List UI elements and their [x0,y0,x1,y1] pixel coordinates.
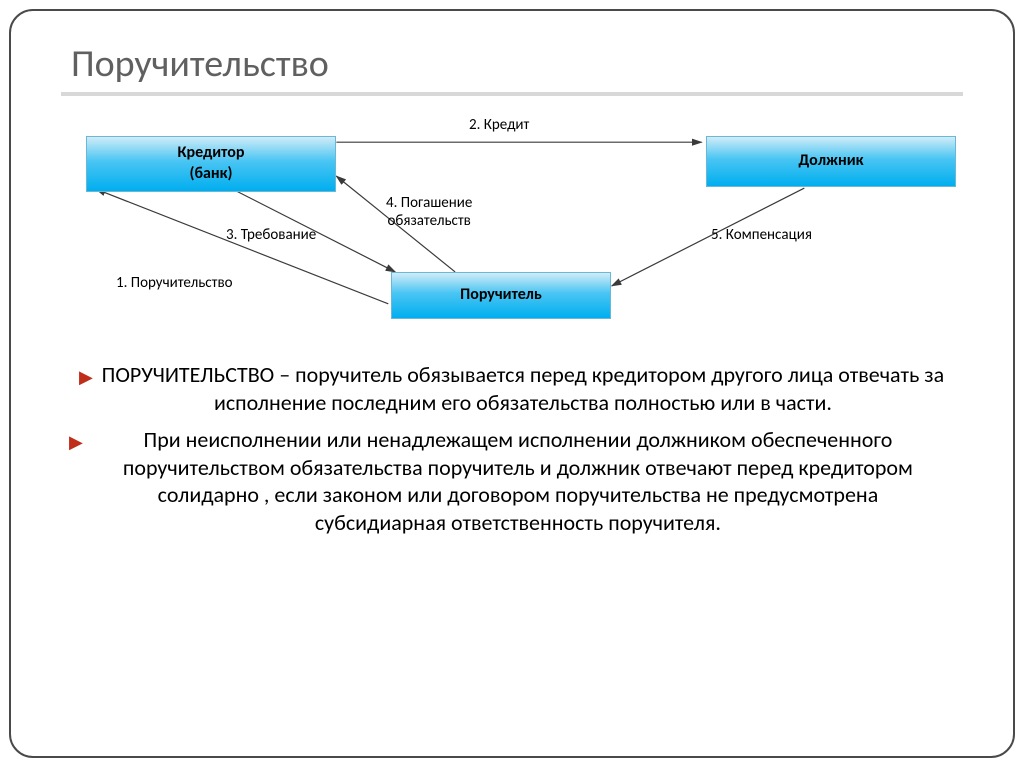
edge-label-3: 3. Требование [226,226,316,244]
title-underline [61,92,963,96]
node-debtor-label: Должник [798,151,863,170]
node-debtor: Должник [706,136,956,187]
flow-diagram: Кредитор(банк) Должник Поручитель 1. Пор… [61,114,963,349]
edge-label-5: 5. Компенсация [711,226,812,244]
edge-label-2: 2. Кредит [469,116,529,134]
bullet-list: ▶ ПОРУЧИТЕЛЬСТВО – поручитель обязываетс… [61,361,963,536]
node-creditor-label: Кредитор(банк) [178,143,245,183]
bullet-marker-icon: ▶ [79,366,93,388]
node-guarantor: Поручитель [391,272,611,319]
bullet-item: ▶ При неисполнении или ненадлежащем испо… [79,426,945,536]
bullet-item: ▶ ПОРУЧИТЕЛЬСТВО – поручитель обязываетс… [79,361,945,416]
bullet-marker-icon: ▶ [69,431,83,453]
edge-label-4: 4. Погашениеобязательств [386,194,472,230]
bullet-text: ПОРУЧИТЕЛЬСТВО – поручитель обязывается … [101,361,945,416]
slide-frame: Поручительство Кредитор(банк) Должник [9,9,1015,758]
bullet-text: При неисполнении или ненадлежащем исполн… [91,426,945,536]
edge-label-1: 1. Поручительство [116,274,233,292]
node-creditor: Кредитор(банк) [86,136,336,192]
slide-title: Поручительство [71,41,963,87]
node-guarantor-label: Поручитель [460,285,542,304]
